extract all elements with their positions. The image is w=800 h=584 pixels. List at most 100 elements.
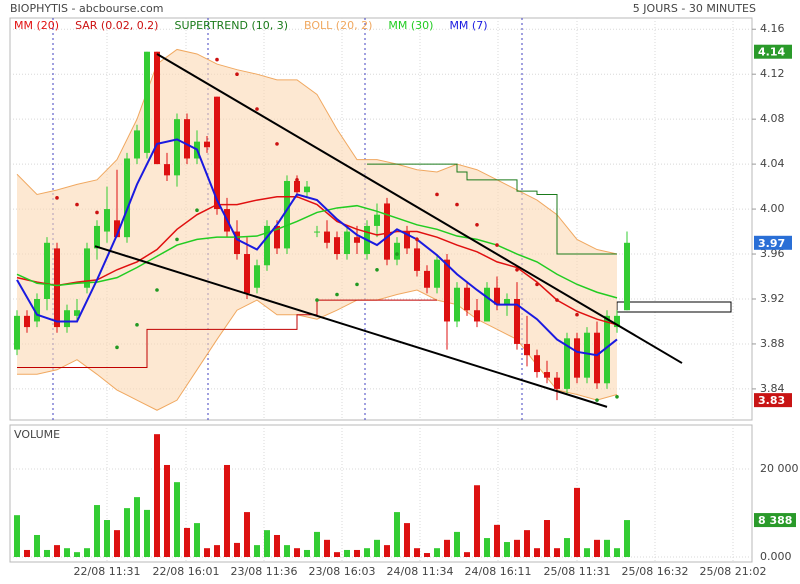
sar-dot <box>555 298 559 302</box>
candle-body <box>534 355 540 373</box>
volume-bar <box>464 552 470 557</box>
volume-bar <box>104 520 110 557</box>
candle-body <box>124 158 130 238</box>
candle-body <box>574 338 580 378</box>
volume-bar <box>554 548 560 557</box>
candle-body <box>84 248 90 288</box>
candle-body <box>604 315 610 384</box>
legend-entry: MM (7) <box>449 19 487 32</box>
volume-bar <box>394 512 400 557</box>
y-tick-label: 3.96 <box>760 247 785 260</box>
volume-bar <box>254 545 260 557</box>
volume-bar <box>594 539 600 557</box>
candle-body <box>404 231 410 249</box>
sar-dot <box>115 345 119 350</box>
volume-bar <box>414 548 420 557</box>
x-tick-label: 25/08 21:02 <box>700 565 767 578</box>
volume-bar <box>164 464 170 557</box>
volume-bar <box>54 545 60 557</box>
sar-dot <box>215 57 219 62</box>
candle-body <box>544 372 550 378</box>
sar-dot <box>535 282 539 287</box>
annotation-box <box>616 301 732 313</box>
trend-line <box>94 245 608 408</box>
sar-dot <box>55 196 59 200</box>
volume-bar <box>384 545 390 557</box>
sar-dot <box>335 292 339 297</box>
sar-dot <box>595 398 599 402</box>
legend-entry: SUPERTREND (10, 3) <box>174 19 288 32</box>
volume-bar <box>184 527 190 557</box>
volume-bar <box>334 552 340 557</box>
volume-bar <box>564 538 570 557</box>
volume-bar <box>614 548 620 557</box>
volume-title: VOLUME <box>14 428 60 441</box>
candles <box>14 51 630 401</box>
trend-line <box>156 53 683 364</box>
volume-bar <box>364 548 370 557</box>
volume-bar <box>14 515 20 557</box>
volume-bar <box>304 549 310 557</box>
candle-body <box>594 332 600 384</box>
x-tick-label: 23/08 11:36 <box>231 565 298 578</box>
candle-body <box>484 287 490 322</box>
x-tick-label: 23/08 16:03 <box>309 565 376 578</box>
sar-dot <box>495 243 499 247</box>
candle-body <box>524 343 530 356</box>
volume-bar <box>404 523 410 557</box>
volume-bar <box>454 531 460 557</box>
x-tick-label: 25/08 11:31 <box>544 565 611 578</box>
candle-body <box>504 298 510 305</box>
candle-body <box>64 310 70 328</box>
candle-body <box>304 186 310 193</box>
y-tick-label: 3.92 <box>760 292 785 305</box>
volume-bar <box>524 530 530 557</box>
candle-body <box>354 237 360 243</box>
candle-body <box>464 287 470 311</box>
candle-body <box>54 248 60 328</box>
x-tick-label: 25/08 16:32 <box>622 565 689 578</box>
volume-bar <box>484 538 490 557</box>
volume-bar <box>44 549 50 557</box>
candle-body <box>414 248 420 271</box>
volume-bar <box>264 530 270 557</box>
volume-panel <box>9 424 753 563</box>
price-marker-label: 3.83 <box>758 394 785 407</box>
y-tick-label: 3.84 <box>760 382 785 395</box>
sar-dot <box>475 223 479 227</box>
supertrend <box>367 163 617 255</box>
candle-body <box>274 225 280 249</box>
sar-dot <box>355 282 359 287</box>
volume-bar <box>84 548 90 557</box>
price-marker-label: 3.97 <box>758 237 785 250</box>
candle-body <box>564 338 570 389</box>
candle-body <box>254 265 260 288</box>
moving-average <box>16 138 618 357</box>
volume-bar <box>34 534 40 557</box>
sar-dot <box>615 394 619 399</box>
candle-body <box>554 377 560 389</box>
candle-body <box>94 225 100 249</box>
candle-body <box>424 270 430 288</box>
volume-bar <box>94 505 100 557</box>
volume-bar <box>244 512 250 557</box>
moving-average <box>16 195 618 326</box>
volume-bar <box>284 545 290 557</box>
candle-body <box>184 119 190 159</box>
volume-bar <box>64 548 70 557</box>
volume-bar <box>624 520 630 557</box>
volume-bar <box>534 548 540 557</box>
y-tick-label: 20 000 <box>760 462 799 475</box>
volume-bar <box>474 485 480 557</box>
volume-bar <box>584 548 590 557</box>
y-tick-label: 4.12 <box>760 67 785 80</box>
volume-bar <box>324 539 330 557</box>
volume-bar <box>174 482 180 557</box>
price-marker <box>754 393 792 408</box>
legend-entry: MM (20) <box>14 19 59 32</box>
volume-bar <box>134 497 140 557</box>
candle-body <box>324 231 330 243</box>
x-tick-label: 22/08 16:01 <box>153 565 220 578</box>
sar-dot <box>155 288 159 292</box>
